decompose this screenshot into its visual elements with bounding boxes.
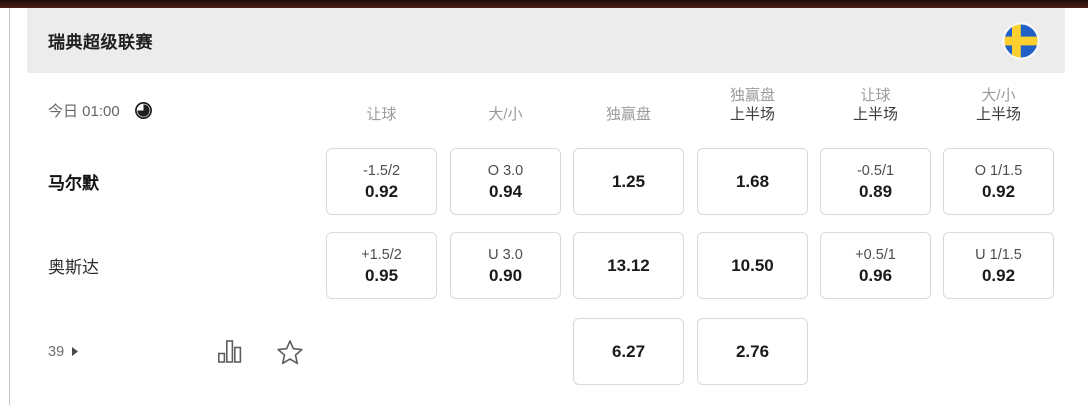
column-label: 独赢盘 [605, 106, 651, 123]
odds-price: 1.25 [611, 171, 646, 191]
bar-chart-icon [217, 340, 242, 363]
odds-price: 6.27 [611, 341, 646, 361]
odds-cell-handicap-home[interactable]: -1.5/2 0.92 [326, 148, 437, 215]
odds-price: 2.76 [735, 341, 770, 361]
column-sublabel: 上半场 [975, 106, 1021, 123]
column-label: 让球 [366, 106, 397, 123]
odds-price: 0.90 [488, 265, 523, 285]
league-header: 瑞典超级联赛 [27, 8, 1065, 73]
odds-cell-moneyline-1h-home[interactable]: 1.68 [697, 148, 808, 215]
column-header-over-under: 大/小 [450, 86, 561, 124]
odds-cell-moneyline-1h-draw[interactable]: 2.76 [697, 318, 808, 385]
odds-price: 1.68 [735, 171, 770, 191]
odds-price: 0.95 [364, 265, 399, 285]
odds-cell-over-home[interactable]: O 3.0 0.94 [450, 148, 561, 215]
match-time: 今日 01:00 [48, 102, 120, 120]
odds-cell-under-away[interactable]: U 3.0 0.90 [450, 232, 561, 299]
top-accent-bar [0, 0, 1088, 8]
odds-cell-moneyline-draw[interactable]: 6.27 [573, 318, 684, 385]
clock-icon [134, 101, 152, 119]
more-bets-count: 39 [48, 343, 65, 360]
chevron-right-icon [72, 347, 79, 356]
column-header-moneyline-1h: 独赢盘 上半场 [697, 86, 808, 124]
column-label: 大/小 [488, 106, 523, 123]
league-title: 瑞典超级联赛 [48, 33, 153, 52]
stats-button[interactable] [216, 318, 243, 385]
odds-line: -1.5/2 [362, 162, 401, 179]
sweden-flag-icon [1002, 21, 1040, 60]
odds-cell-handicap-1h-away[interactable]: +0.5/1 0.96 [820, 232, 931, 299]
column-header-over-under-1h: 大/小 上半场 [943, 86, 1054, 124]
odds-cell-under-1h-away[interactable]: U 1/1.5 0.92 [943, 232, 1054, 299]
odds-price: 10.50 [731, 255, 774, 275]
odds-line: +0.5/1 [855, 246, 896, 263]
more-bets-button[interactable]: 39 [48, 318, 79, 385]
team-name-home: 马尔默 [48, 174, 99, 193]
odds-line: O 3.0 [487, 162, 524, 179]
odds-cell-handicap-away[interactable]: +1.5/2 0.95 [326, 232, 437, 299]
odds-price: 0.94 [488, 181, 523, 201]
left-divider [9, 8, 10, 405]
column-label: 大/小 [981, 87, 1016, 104]
odds-price: 0.92 [981, 265, 1016, 285]
column-header-moneyline: 独赢盘 [573, 86, 684, 124]
column-sublabel: 上半场 [852, 106, 898, 123]
odds-price: 13.12 [607, 255, 650, 275]
odds-price: 0.92 [981, 181, 1016, 201]
odds-cell-handicap-1h-home[interactable]: -0.5/1 0.89 [820, 148, 931, 215]
odds-line: +1.5/2 [361, 246, 402, 263]
column-sublabel: 上半场 [729, 106, 775, 123]
column-header-handicap: 让球 [326, 86, 437, 124]
column-label: 独赢盘 [729, 87, 775, 104]
match-time-row: 今日 01:00 [48, 96, 153, 124]
star-icon [277, 339, 303, 364]
odds-price: 0.89 [858, 181, 893, 201]
odds-price: 0.92 [364, 181, 399, 201]
column-label: 让球 [860, 87, 891, 104]
team-name-away: 奥斯达 [48, 258, 99, 277]
odds-line: -0.5/1 [856, 162, 895, 179]
column-header-handicap-1h: 让球 上半场 [820, 86, 931, 124]
favorite-button[interactable] [276, 318, 304, 385]
odds-cell-moneyline-away[interactable]: 13.12 [573, 232, 684, 299]
odds-cell-moneyline-1h-away[interactable]: 10.50 [697, 232, 808, 299]
odds-cell-over-1h-home[interactable]: O 1/1.5 0.92 [943, 148, 1054, 215]
odds-cell-moneyline-home[interactable]: 1.25 [573, 148, 684, 215]
odds-price: 0.96 [858, 265, 893, 285]
odds-line: U 3.0 [488, 246, 523, 263]
odds-line: O 1/1.5 [974, 162, 1023, 179]
odds-line: U 1/1.5 [975, 246, 1022, 263]
